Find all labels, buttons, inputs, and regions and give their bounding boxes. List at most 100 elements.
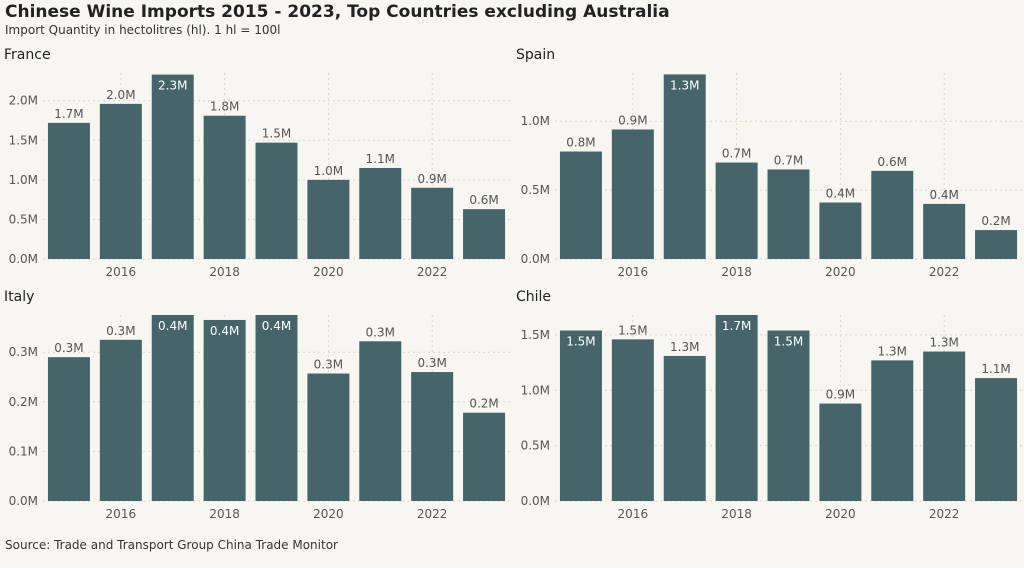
bar-chile-2022	[923, 351, 966, 501]
x-tick-label: 2018	[209, 265, 240, 279]
data-label: 0.3M	[366, 325, 395, 339]
bar-spain-2017	[663, 74, 706, 259]
bar-italy-2019	[255, 315, 298, 501]
x-tick-label: 2022	[929, 507, 960, 521]
data-label: 2.0M	[106, 88, 135, 102]
bar-spain-2022	[923, 203, 966, 259]
x-tick-label: 2018	[209, 507, 240, 521]
x-tick-label: 2022	[929, 265, 960, 279]
data-label: 1.7M	[722, 319, 751, 333]
y-tick-label: 0.0M	[9, 252, 38, 266]
data-label: 1.3M	[878, 344, 907, 358]
data-label: 1.1M	[981, 362, 1010, 376]
bar-italy-2017	[151, 315, 194, 501]
bar-france-2016	[99, 103, 142, 259]
bar-france-2018	[203, 115, 246, 260]
bar-spain-2020	[819, 202, 862, 259]
y-tick-label: 2.0M	[9, 94, 38, 108]
data-label: 0.4M	[262, 319, 291, 333]
bar-chile-2015	[559, 330, 602, 501]
bar-italy-2020	[307, 373, 350, 501]
bar-italy-2022	[411, 372, 454, 501]
y-tick-label: 1.0M	[521, 114, 550, 128]
data-label: 0.3M	[417, 356, 446, 370]
bar-italy-2023	[463, 412, 506, 501]
x-tick-label: 2016	[618, 265, 649, 279]
y-tick-label: 0.0M	[9, 494, 38, 508]
bar-france-2021	[359, 167, 402, 259]
bar-italy-2018	[203, 319, 246, 501]
x-tick-label: 2020	[313, 265, 344, 279]
bar-chile-2019	[767, 330, 810, 501]
data-label: 1.3M	[670, 340, 699, 354]
data-label: 0.9M	[417, 172, 446, 186]
data-label: 1.7M	[54, 107, 83, 121]
y-tick-label: 0.0M	[521, 494, 550, 508]
bar-chile-2020	[819, 403, 862, 501]
y-tick-label: 0.5M	[521, 439, 550, 453]
x-tick-label: 2016	[618, 507, 649, 521]
data-label: 1.5M	[774, 335, 803, 349]
bar-chile-2017	[663, 355, 706, 501]
data-label: 0.7M	[774, 153, 803, 167]
bar-france-2022	[411, 187, 454, 259]
y-tick-label: 0.5M	[521, 183, 550, 197]
y-tick-label: 1.0M	[521, 383, 550, 397]
data-label: 0.8M	[566, 136, 595, 150]
chart-italy: Italy 0.0M 0.1M 0.2M 0.3M 0.3M 0.3M 0.4M 0.4M 0.4…	[4, 289, 510, 521]
bar-chile-2018	[715, 315, 758, 501]
panel-title: Spain	[516, 47, 555, 63]
y-tick-label: 0.2M	[9, 395, 38, 409]
panel-title: France	[4, 47, 51, 63]
data-label: 0.9M	[618, 113, 647, 127]
data-label: 0.2M	[981, 214, 1010, 228]
data-label: 0.4M	[929, 188, 958, 202]
chart-chile: Chile 0.0M 0.5M 1.0M 1.5M 1.5M 1.5M 1.3M 1.7M 1.5…	[516, 289, 1022, 521]
bar-spain-2016	[611, 129, 654, 259]
data-label: 1.0M	[314, 164, 343, 178]
panel-chile: Chile 0.0M 0.5M 1.0M 1.5M 1.5M 1.5M 1.3M 1.7M 1.5…	[512, 282, 1024, 527]
y-tick-label: 1.5M	[521, 328, 550, 342]
chart-title: Chinese Wine Imports 2015 - 2023, Top Co…	[5, 2, 670, 22]
bar-france-2019	[255, 142, 298, 259]
data-label: 1.8M	[210, 100, 239, 114]
panel-france: France 0.0M 0.5M 1.0M 1.5M 2.0M 1.7M 2.0M 2.3M 1.…	[0, 40, 512, 285]
panel-italy: Italy 0.0M 0.1M 0.2M 0.3M 0.3M 0.3M 0.4M 0.4M 0.4…	[0, 282, 512, 527]
x-tick-label: 2018	[721, 507, 752, 521]
y-tick-label: 1.5M	[9, 133, 38, 147]
data-label: 1.5M	[566, 335, 595, 349]
chart-subtitle: Import Quantity in hectolitres (hl). 1 h…	[5, 23, 281, 37]
data-label: 0.3M	[314, 358, 343, 372]
bar-chile-2021	[871, 360, 914, 501]
y-tick-label: 0.1M	[9, 444, 38, 458]
bar-spain-2023	[975, 230, 1018, 259]
data-label: 0.4M	[210, 324, 239, 338]
x-tick-label: 2016	[106, 265, 137, 279]
bar-spain-2018	[715, 162, 758, 259]
y-tick-label: 0.5M	[9, 212, 38, 226]
bar-france-2020	[307, 179, 350, 259]
data-label: 1.5M	[618, 323, 647, 337]
panel-title: Italy	[4, 289, 34, 305]
bar-france-2015	[47, 122, 90, 259]
data-label: 2.3M	[158, 79, 187, 93]
chart-spain: Spain 0.0M 0.5M 1.0M 0.8M 0.9M 1.3M 0.7M 0.7M 0.4…	[516, 47, 1022, 279]
x-tick-label: 2020	[313, 507, 344, 521]
bar-spain-2019	[767, 169, 810, 259]
data-label: 0.9M	[826, 388, 855, 402]
data-label: 0.6M	[878, 155, 907, 169]
data-label: 0.6M	[469, 193, 498, 207]
bar-chile-2016	[611, 339, 654, 501]
data-label: 0.3M	[106, 324, 135, 338]
x-tick-label: 2016	[106, 507, 137, 521]
y-tick-label: 1.0M	[9, 173, 38, 187]
data-label: 0.7M	[722, 147, 751, 161]
x-tick-label: 2018	[721, 265, 752, 279]
bar-italy-2016	[99, 339, 142, 501]
bar-italy-2015	[47, 357, 90, 501]
x-tick-label: 2022	[417, 507, 448, 521]
x-tick-label: 2022	[417, 265, 448, 279]
source-note: Source: Trade and Transport Group China …	[5, 538, 338, 552]
data-label: 0.4M	[826, 187, 855, 201]
data-label: 1.5M	[262, 127, 291, 141]
